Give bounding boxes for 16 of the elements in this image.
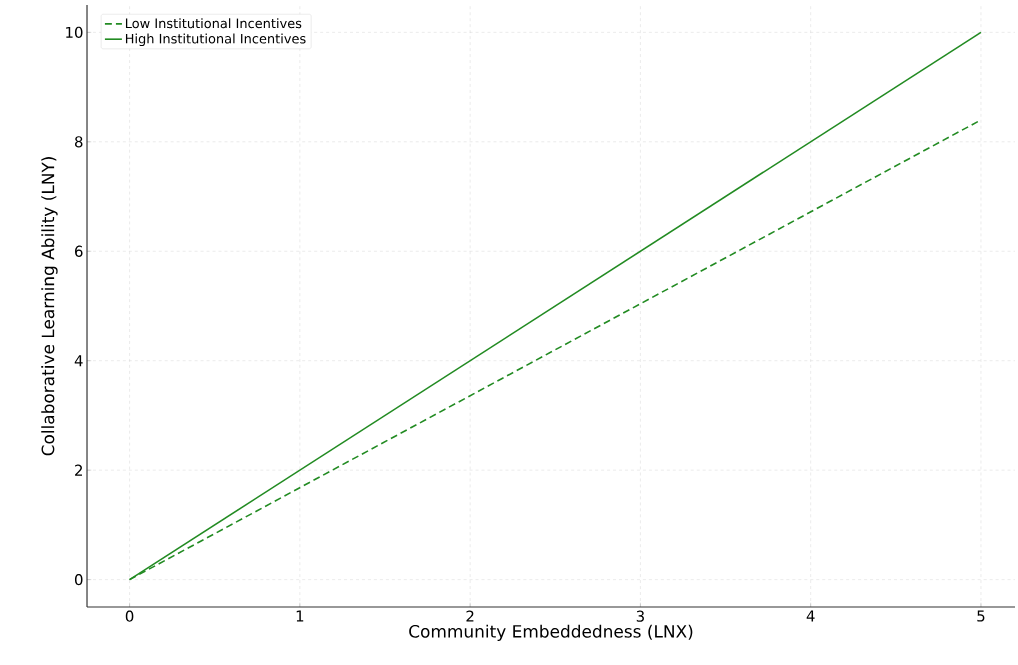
x-tick-label: 1 — [296, 610, 304, 622]
y-tick-label: 6 — [75, 245, 83, 257]
y-tick-label: 4 — [74, 355, 83, 367]
x-tick-label: 3 — [636, 610, 644, 622]
x-axis-title: Community Embeddedness (LNX) — [409, 624, 693, 642]
y-tick-label: 2 — [75, 464, 82, 476]
x-tick-label: 4 — [806, 610, 815, 622]
x-tick-label: 0 — [125, 610, 134, 622]
legend-label: High Institutional Incentives — [125, 33, 306, 47]
y-tick-label: 8 — [75, 136, 83, 148]
x-tick-label: 2 — [466, 610, 474, 622]
legend-label: Low Institutional Incentives — [125, 18, 302, 29]
y-tick-label: 10 — [66, 26, 83, 39]
y-tick-label: 0 — [74, 573, 83, 586]
x-tick-label: 5 — [977, 610, 985, 622]
y-axis-title: Collaborative Learning Ability (LNY) — [41, 157, 58, 456]
